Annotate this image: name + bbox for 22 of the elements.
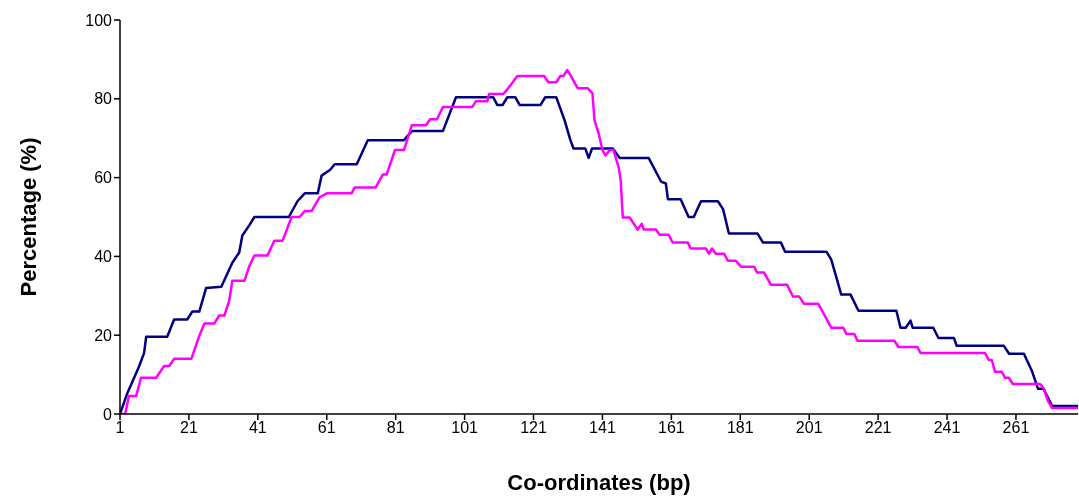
x-tick-label: 261 xyxy=(1002,419,1030,437)
x-tick-label: 241 xyxy=(933,419,961,437)
y-tick-label: 60 xyxy=(94,169,113,187)
x-tick-label: 81 xyxy=(386,419,405,437)
y-tick-label: 20 xyxy=(94,326,113,344)
y-axis-title: Percentage (%) xyxy=(15,137,41,297)
y-tick-label: 40 xyxy=(94,248,113,266)
x-tick-label: 61 xyxy=(317,419,336,437)
x-axis-title: Co-ordinates (bp) xyxy=(507,470,691,495)
y-tick-label: 0 xyxy=(103,405,113,423)
x-tick-label: 221 xyxy=(864,419,892,437)
x-tick-label: 41 xyxy=(248,419,267,437)
x-tick-label: 1 xyxy=(115,419,125,437)
x-tick-label: 101 xyxy=(451,419,479,437)
x-tick-label: 121 xyxy=(520,419,547,437)
x-tick-label: 181 xyxy=(726,419,754,437)
x-tick-label: 141 xyxy=(589,419,616,437)
y-tick-label: 100 xyxy=(85,11,113,29)
x-tick-label: 161 xyxy=(658,419,685,437)
x-tick-label: 21 xyxy=(180,419,198,437)
x-tick-label: 201 xyxy=(795,419,823,437)
y-tick-label: 80 xyxy=(94,90,113,108)
